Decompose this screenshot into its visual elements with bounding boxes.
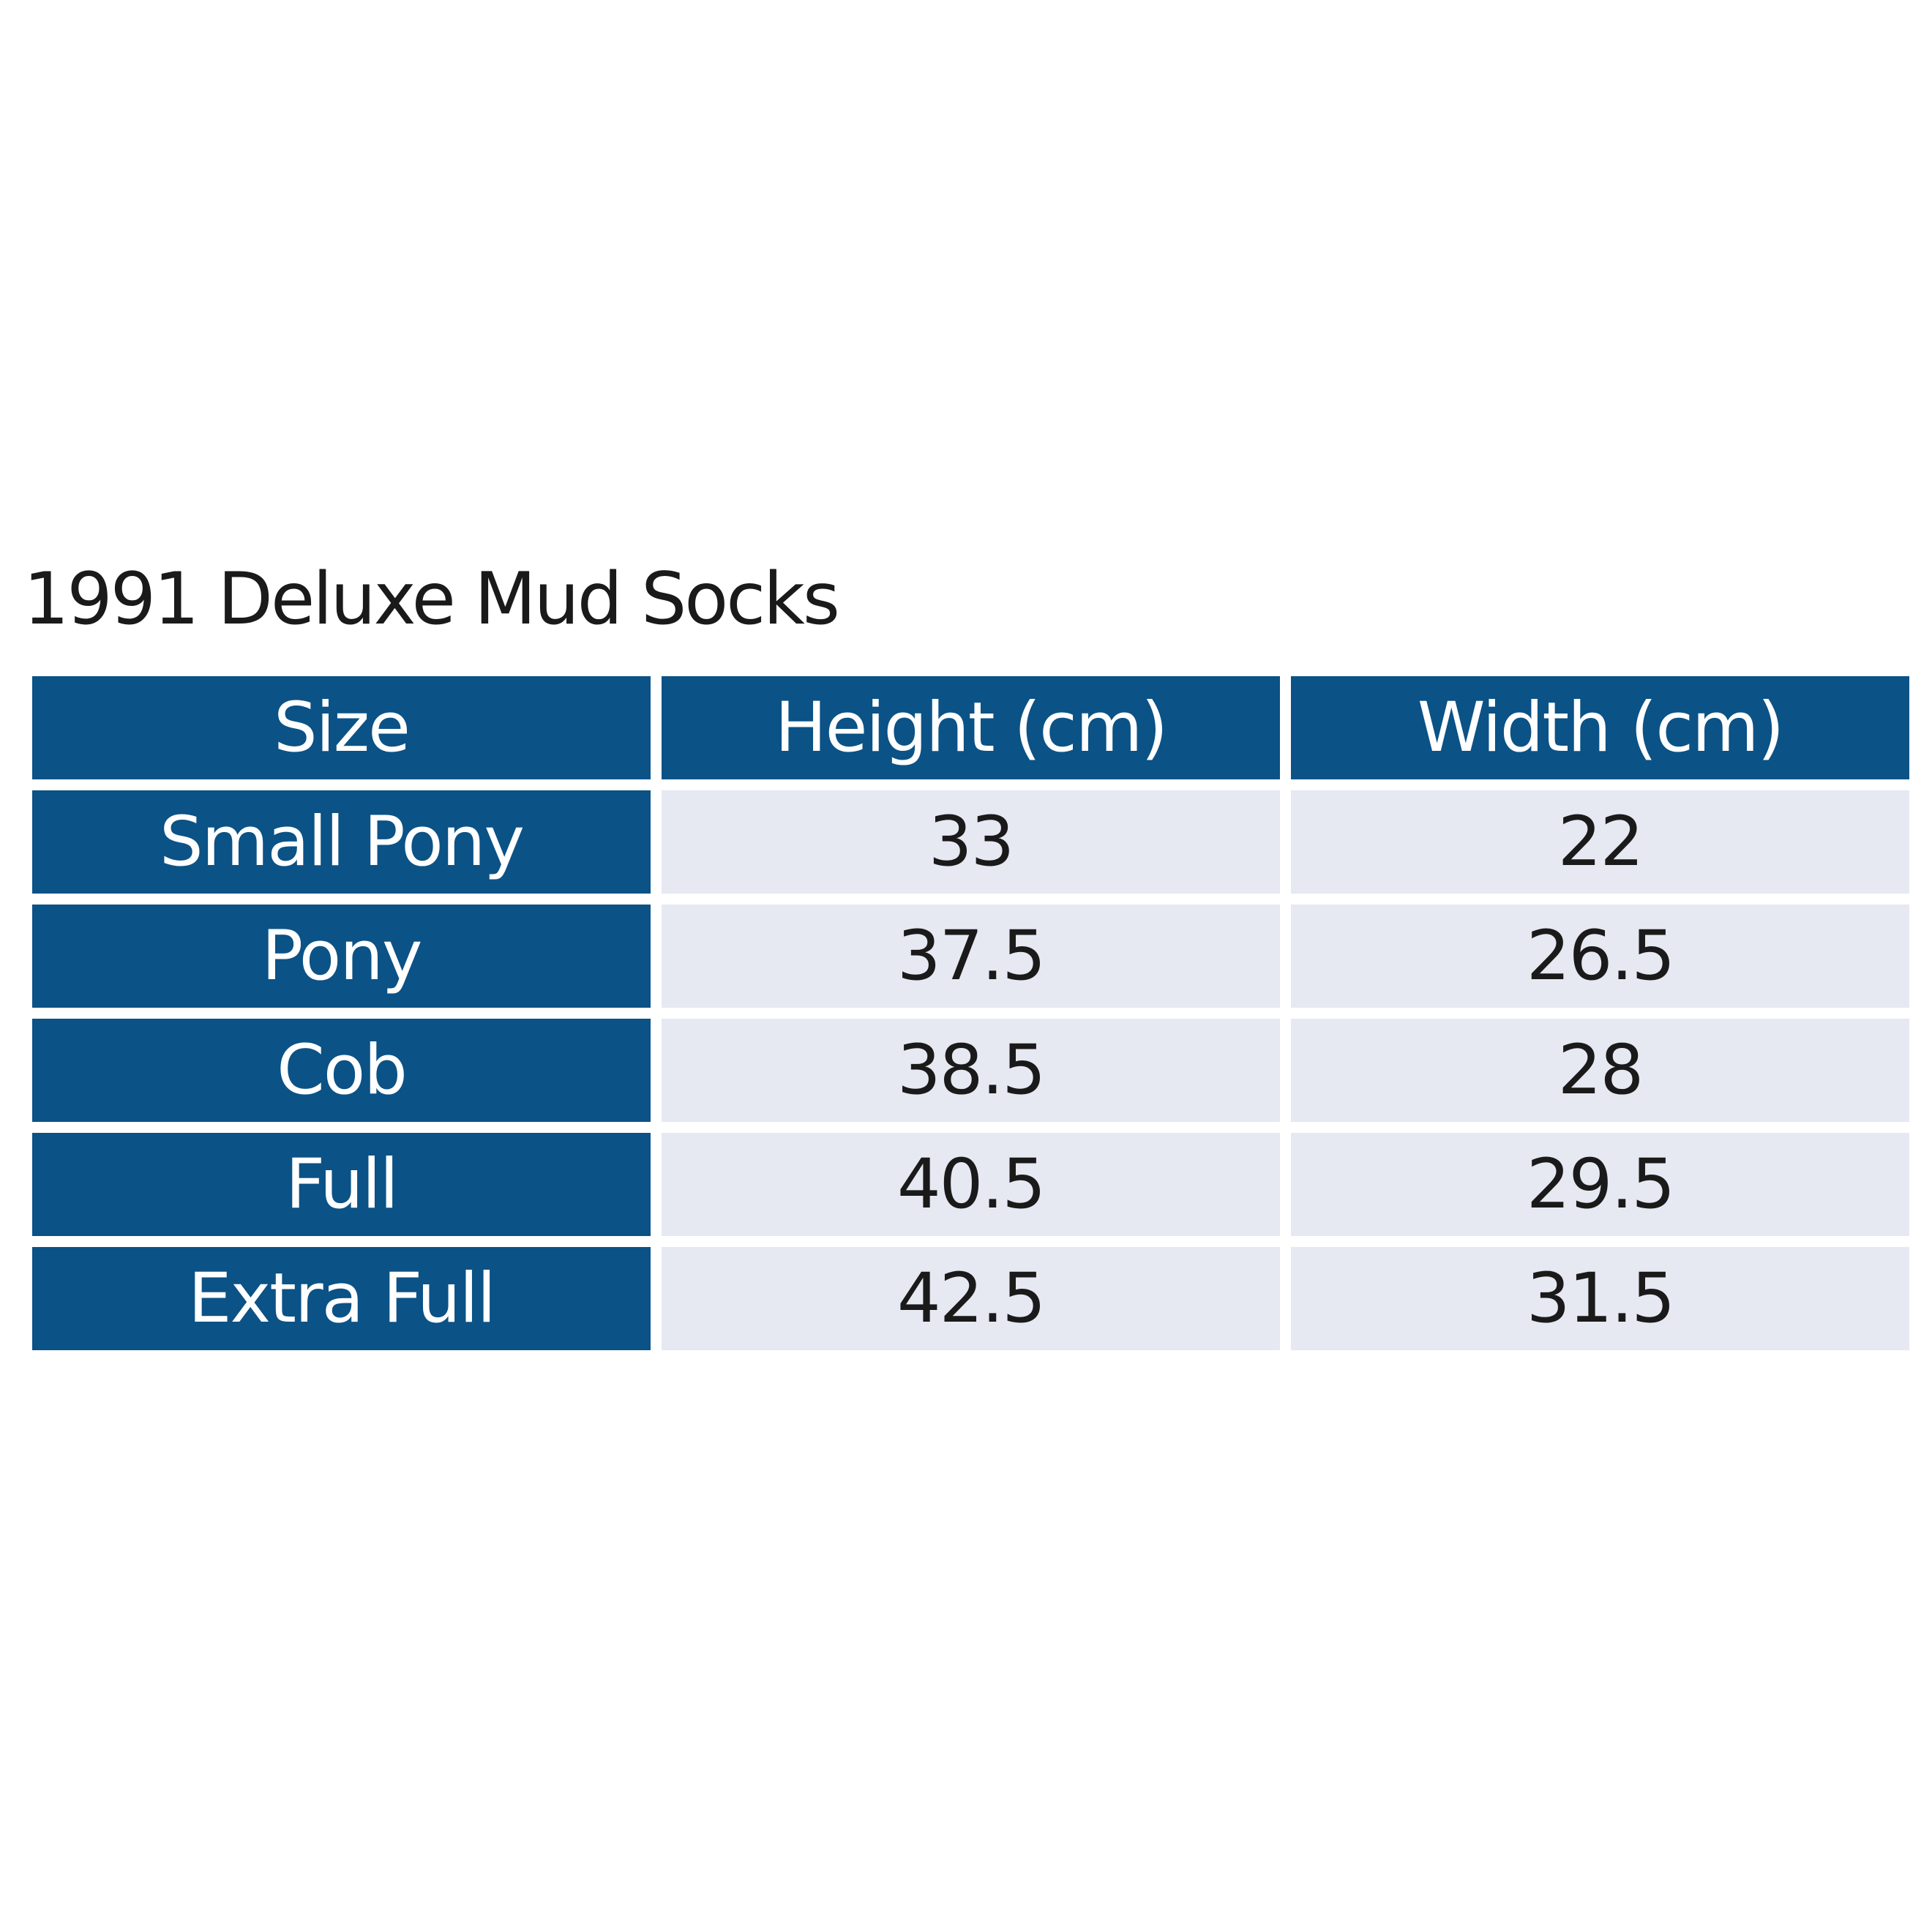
row-width-value: 29.5: [1291, 1133, 1909, 1236]
row-size-label: Small Pony: [32, 790, 651, 894]
row-height-value: 38.5: [662, 1019, 1280, 1122]
row-height-value: 33: [662, 790, 1280, 894]
row-width-value: 22: [1291, 790, 1909, 894]
row-size-label: Cob: [32, 1019, 651, 1122]
row-size-label: Full: [32, 1133, 651, 1236]
row-size-label: Extra Full: [32, 1247, 651, 1350]
row-width-value: 26.5: [1291, 905, 1909, 1008]
row-height-value: 37.5: [662, 905, 1280, 1008]
row-height-value: 42.5: [662, 1247, 1280, 1350]
row-size-label: Pony: [32, 905, 651, 1008]
header-height: Height (cm): [662, 676, 1280, 779]
page-title: 1991 Deluxe Mud Socks: [23, 558, 840, 641]
header-size: Size: [32, 676, 651, 779]
size-table: Size Height (cm) Width (cm) Small Pony 3…: [32, 676, 1909, 1350]
row-height-value: 40.5: [662, 1133, 1280, 1236]
row-width-value: 28: [1291, 1019, 1909, 1122]
header-width: Width (cm): [1291, 676, 1909, 779]
row-width-value: 31.5: [1291, 1247, 1909, 1350]
